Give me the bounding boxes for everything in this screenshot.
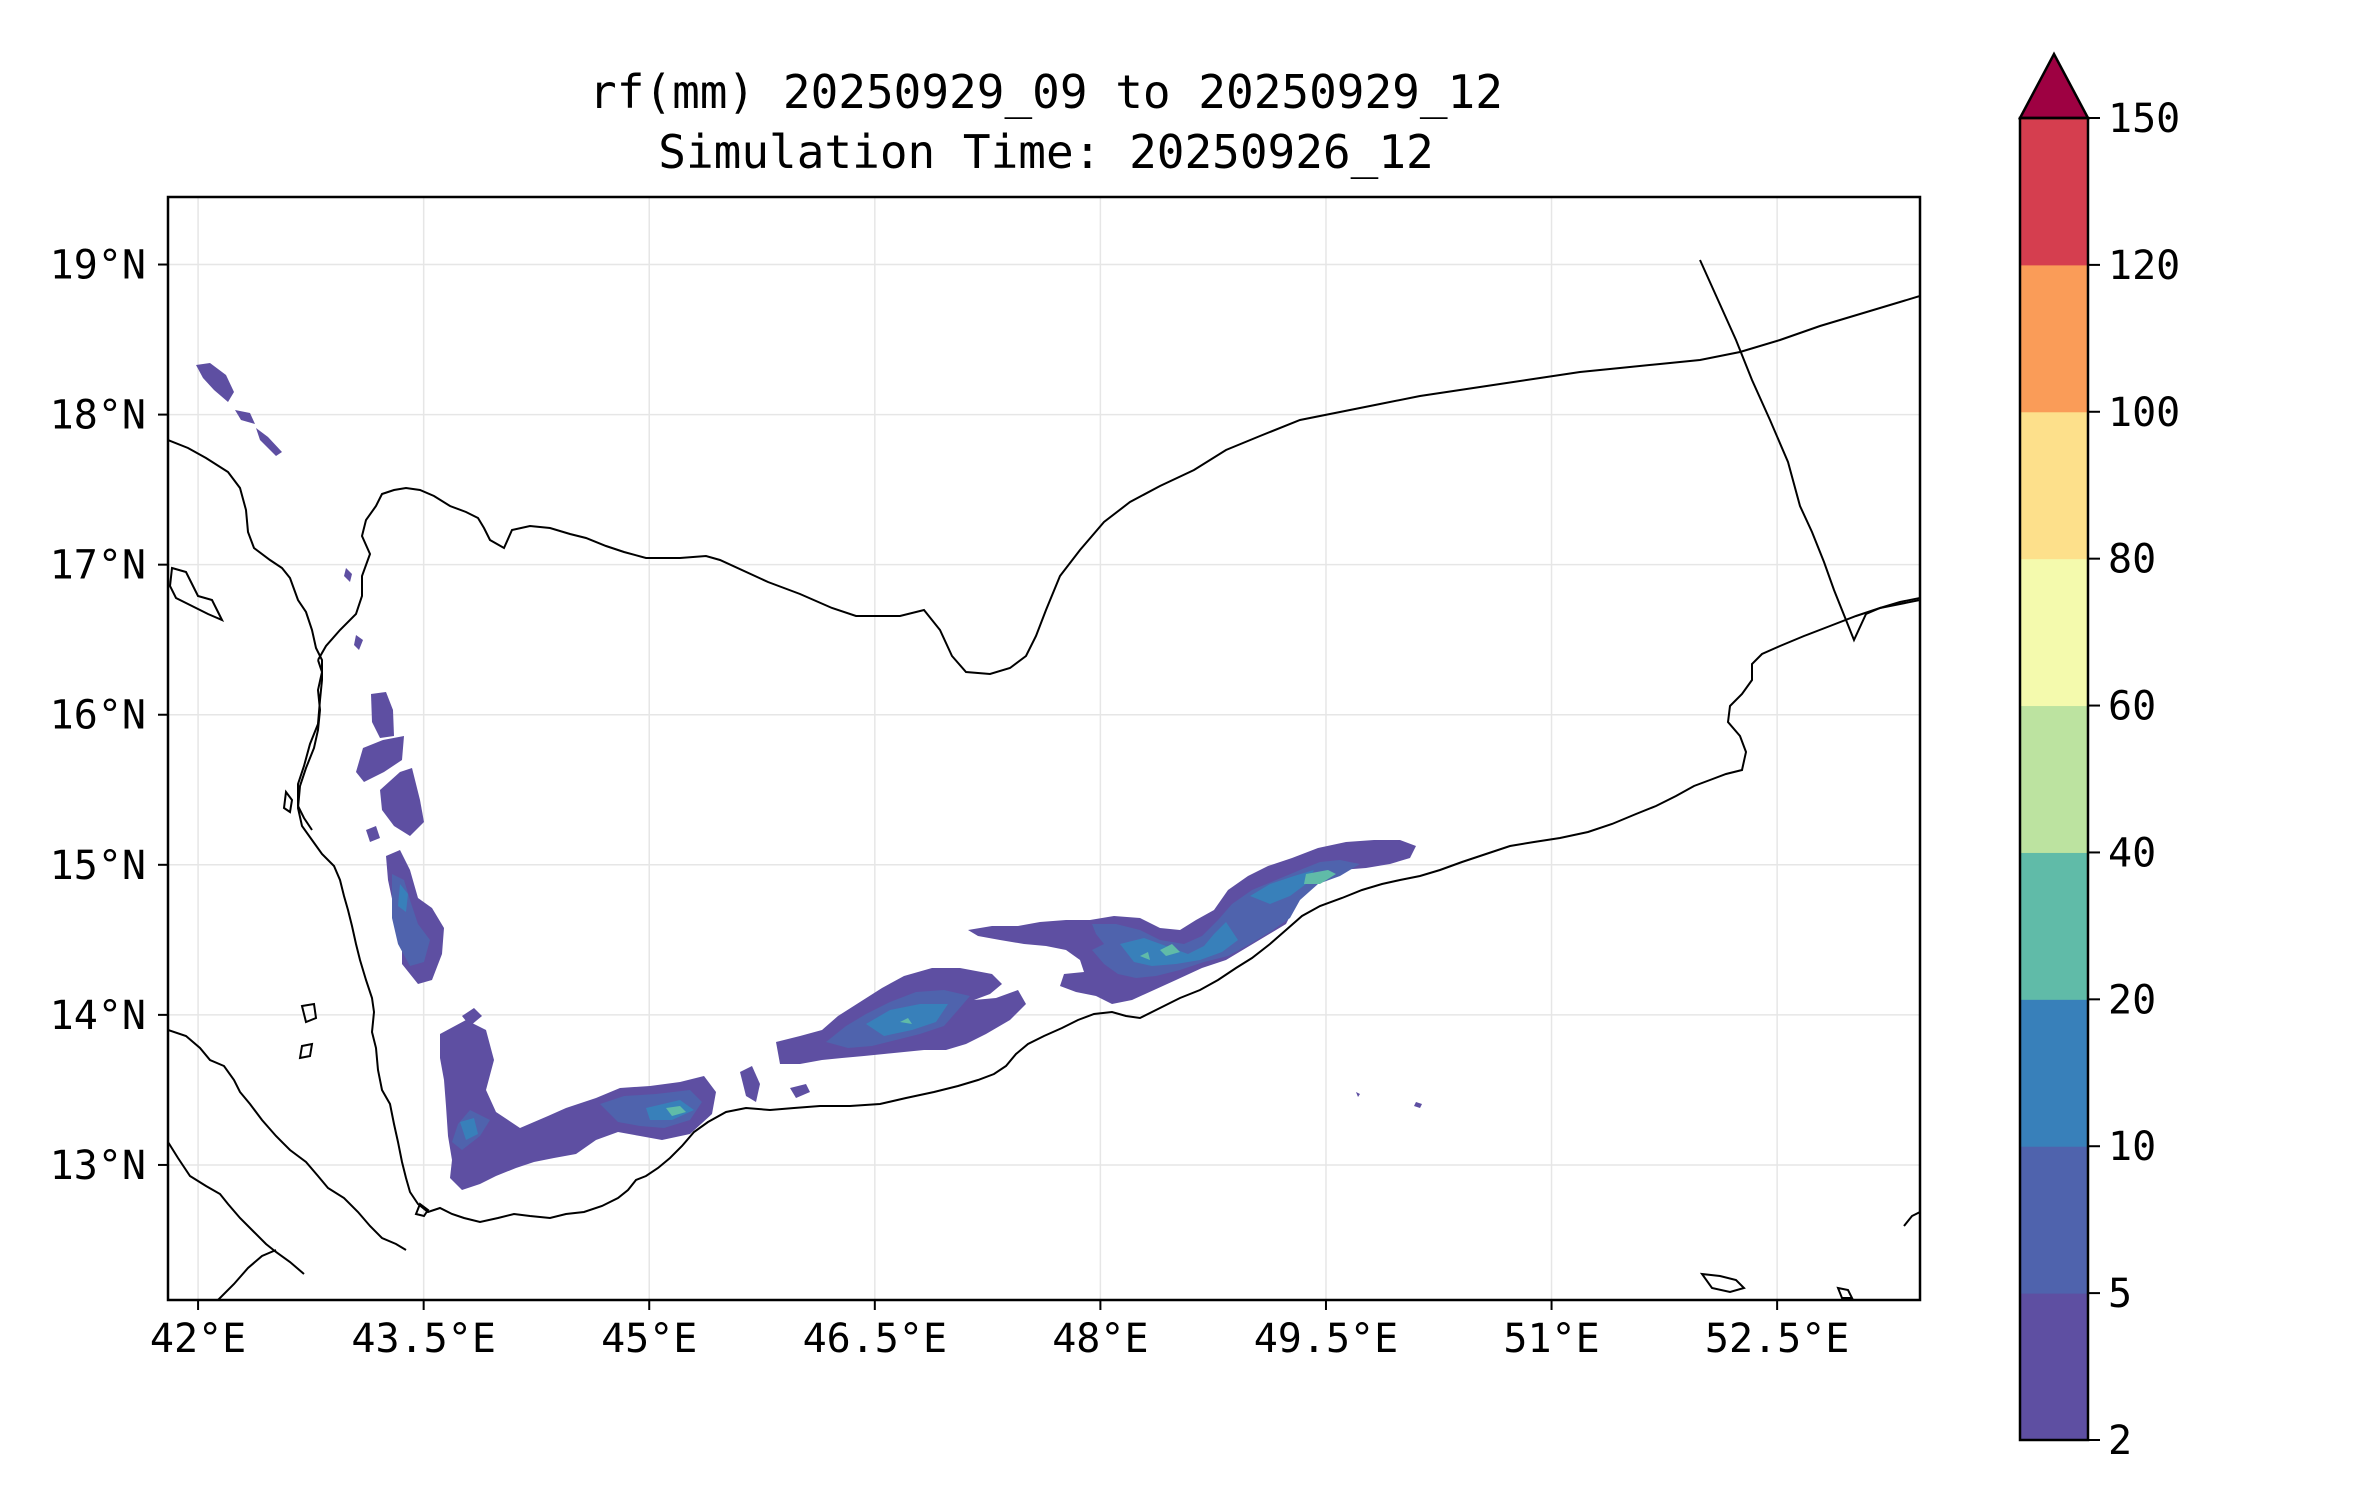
island-socotra [1836, 1286, 1854, 1299]
colorbar-tick-label: 5 [2108, 1271, 2132, 1317]
rain-area-lahij-2 [790, 1084, 810, 1098]
rain-area-amran [380, 768, 424, 836]
rain-area-asir-2 [235, 410, 255, 424]
coast-somalia-tip [1903, 1211, 1920, 1227]
rain-speck-2 [1414, 1102, 1422, 1108]
lat-tick-label: 14°N [50, 993, 146, 1039]
rain-area-saada [354, 635, 363, 650]
lat-tick-label: 18°N [50, 393, 146, 439]
rain-area-asir [196, 363, 234, 402]
lon-tick-label: 51°E [1503, 1316, 1599, 1362]
lat-tick-label: 15°N [50, 843, 146, 889]
colorbar-tick-label: 10 [2108, 1124, 2156, 1170]
latitude-axis: 13°N 14°N 15°N 16°N 17°N 18°N 19°N [50, 243, 168, 1189]
rain-area-hajjah-n [371, 692, 394, 738]
coastline-red-sea-saudi [168, 439, 323, 831]
map-title: rf(mm) 20250929_09 to 20250929_12 Simula… [170, 62, 1922, 182]
rain-area-lahij [740, 1066, 760, 1102]
colorbar-tick-label: 60 [2108, 684, 2156, 730]
title-line-2: Simulation Time: 20250926_12 [658, 125, 1434, 179]
colorbar-tick-label: 120 [2108, 243, 2180, 289]
lon-tick-label: 42°E [150, 1316, 246, 1362]
rain-speck-1 [1356, 1092, 1360, 1097]
colorbar-tick-label: 20 [2108, 977, 2156, 1023]
colorbar-tick-label: 40 [2108, 830, 2156, 876]
rain-area-jizan [344, 568, 352, 582]
island-hanish [298, 1042, 314, 1060]
colorbar: 2 5 10 20 40 60 80 100 120 150 [2017, 51, 2180, 1464]
map-frame [166, 195, 1922, 1302]
colorbar-extend-arrow [2017, 51, 2091, 120]
rain-level-2-5 [196, 363, 1422, 1190]
island-farasan [168, 566, 225, 622]
lat-tick-label: 16°N [50, 693, 146, 739]
rain-area-ibb [440, 1020, 716, 1190]
longitude-axis: 42°E 43.5°E 45°E 46.5°E 48°E 49.5°E 51°E 52.5°E [150, 1300, 1849, 1362]
lat-tick-label: 13°N [50, 1143, 146, 1189]
lon-tick-label: 49.5°E [1254, 1316, 1399, 1362]
colorbar-frame [2018, 116, 2090, 1442]
colorbar-segment [2020, 705, 2088, 853]
colorbar-tick-label: 80 [2108, 537, 2156, 583]
title-line-1: rf(mm) 20250929_09 to 20250929_12 [589, 65, 1503, 119]
border-eritrea-ethiopia [217, 1249, 277, 1300]
lon-tick-label: 52.5°E [1705, 1316, 1850, 1362]
island-perim [414, 1202, 430, 1218]
rain-peak-taizz [666, 1106, 686, 1116]
rain-area-asir-3 [256, 428, 282, 456]
colorbar-segment [2020, 558, 2088, 707]
colorbar-tick-label: 100 [2108, 390, 2180, 436]
island-kamaran [282, 789, 294, 814]
lon-tick-label: 45°E [601, 1316, 697, 1362]
lat-tick-label: 19°N [50, 243, 146, 289]
colorbar-segment [2020, 1146, 2088, 1294]
colorbar-segment [2020, 118, 2088, 266]
rain-core-shabwah-10 [1120, 922, 1238, 966]
colorbar-tick-label: 150 [2108, 96, 2180, 142]
lon-tick-label: 43.5°E [351, 1316, 496, 1362]
lon-tick-label: 48°E [1052, 1316, 1148, 1362]
colorbar-segment [2020, 264, 2088, 413]
coastline-yemen-red-sea [317, 295, 1920, 676]
rain-core-hadramawt-10 [1250, 870, 1314, 904]
gridlines [168, 197, 1920, 1300]
colorbar-segment [2020, 999, 2088, 1147]
border-oman-yemen [1699, 259, 1920, 643]
island-zuqar [300, 1002, 318, 1024]
rain-area-small-1 [366, 826, 380, 842]
island-socotra-w [1699, 1272, 1746, 1294]
rain-peak-shabwah [1160, 944, 1180, 956]
rain-area-hajjah [356, 736, 404, 782]
rain-peak-hadramawt [1304, 870, 1336, 884]
colorbar-segment [2020, 1293, 2088, 1441]
colorbar-tick-label: 2 [2108, 1418, 2132, 1464]
coastline-djibouti [168, 1141, 305, 1275]
rainfall-contours [196, 363, 1422, 1190]
rain-level-20-40 [666, 870, 1336, 1116]
rain-peak-abyan [900, 1018, 912, 1024]
coastline-eritrea [168, 1029, 407, 1251]
rain-peak-shabwah-2 [1140, 952, 1150, 960]
rain-core-sanaa-10 [398, 884, 408, 912]
lon-tick-label: 46.5°E [803, 1316, 948, 1362]
rain-core-ibb-10 [460, 1118, 478, 1140]
coastline-yemen-west [296, 597, 1920, 1224]
coastlines-and-borders [168, 259, 1920, 1300]
lat-tick-label: 17°N [50, 543, 146, 589]
colorbar-segment [2020, 411, 2088, 560]
colorbar-segment [2020, 852, 2088, 1000]
